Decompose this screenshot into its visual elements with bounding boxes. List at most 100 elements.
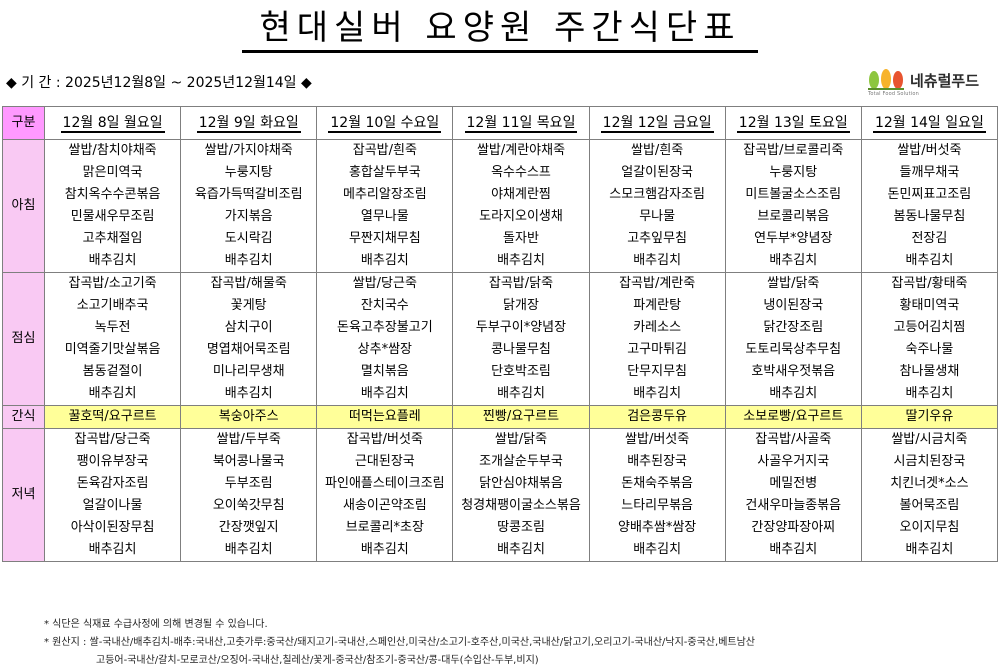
menu-cell: 아삭이된장무침 bbox=[43, 517, 182, 539]
menu-cell: 민물새우무조림 bbox=[43, 206, 182, 228]
menu-cell: 소고기배추국 bbox=[43, 295, 182, 317]
menu-cell: 파계란탕 bbox=[588, 295, 726, 317]
menu-cell: 열무나물 bbox=[316, 206, 454, 228]
menu-cell: 미나리무생채 bbox=[180, 361, 318, 383]
menu-cell: 무나물 bbox=[588, 206, 726, 228]
menu-cell: 배추김치 bbox=[180, 383, 318, 406]
menu-cell: 가지볶음 bbox=[180, 206, 318, 228]
menu-cell: 잡곡밥/해물죽 bbox=[180, 272, 318, 295]
logo-subtitle: Total Food Solution bbox=[868, 91, 920, 97]
menu-cell: 찐빵/요구르트 bbox=[452, 405, 590, 429]
menu-cell: 숙주나물 bbox=[860, 339, 999, 361]
menu-cell: 도라지오이생채 bbox=[452, 206, 590, 228]
menu-cell: 쌀밥/계란야채죽 bbox=[452, 139, 590, 162]
menu-cell: 배추김치 bbox=[588, 383, 726, 406]
menu-cell: 사골우거지국 bbox=[724, 451, 862, 473]
menu-cell: 잡곡밥/브로콜리죽 bbox=[724, 139, 862, 162]
menu-cell: 새송이곤약조림 bbox=[316, 495, 454, 517]
menu-cell: 누룽지탕 bbox=[724, 162, 862, 184]
day-header: 12월 12일 금요일 bbox=[588, 106, 726, 140]
menu-cell: 팽이유부장국 bbox=[43, 451, 182, 473]
menu-cell: 배추김치 bbox=[452, 539, 590, 562]
menu-cell: 딸기우유 bbox=[860, 405, 999, 429]
menu-cell: 꿀호떡/요구르트 bbox=[43, 405, 182, 429]
notes: * 식단은 식재료 수급사정에 의해 변경될 수 있습니다. * 원산지 : 쌀… bbox=[44, 616, 755, 670]
menu-cell: 잡곡밥/계란죽 bbox=[588, 272, 726, 295]
menu-cell: 배추김치 bbox=[724, 250, 862, 273]
section-label-breakfast: 아침 bbox=[2, 139, 45, 273]
note-origin-cont: 고등어-국내산/갈치-모로코산/오징어-국내산,칠레산/꽃게-중국산/참조기-중… bbox=[96, 655, 539, 666]
day-header: 12월 10일 수요일 bbox=[316, 106, 454, 140]
menu-cell: 파인애플스테이크조림 bbox=[316, 473, 454, 495]
menu-cell: 청경채팽이굴소스볶음 bbox=[452, 495, 590, 517]
menu-row: 돈육감자조림 두부조림 파인애플스테이크조림 닭안심야채볶음 돈채숙주볶음 메밀전병 치킨너… bbox=[3, 473, 999, 495]
menu-cell: 오이쑥갓무침 bbox=[180, 495, 318, 517]
menu-row: 팽이유부장국 북어콩나물국 근대된장국 조개살순두부국 배추된장국 사골우거지국 시금치된장… bbox=[3, 451, 999, 473]
menu-cell: 쌀밥/두부죽 bbox=[180, 428, 318, 451]
menu-cell: 소보로빵/요구르트 bbox=[724, 405, 862, 429]
menu-row: 미역줄기맛살볶음 명엽채어묵조림 상추*쌈장 콩나물무침 고구마튀김 도토리묵상추무침 숙주… bbox=[3, 339, 999, 361]
menu-cell: 배추김치 bbox=[860, 539, 999, 562]
menu-cell: 도시락김 bbox=[180, 228, 318, 250]
menu-cell: 황태미역국 bbox=[860, 295, 999, 317]
note-change: * 식단은 식재료 수급사정에 의해 변경될 수 있습니다. bbox=[44, 619, 268, 630]
menu-cell: 고추채절임 bbox=[43, 228, 182, 250]
menu-cell: 배추김치 bbox=[452, 250, 590, 273]
menu-cell: 쌀밥/버섯죽 bbox=[860, 139, 999, 162]
day-header: 12월 13일 토요일 bbox=[724, 106, 862, 140]
menu-row: 아삭이된장무침 간장깻잎지 브로콜리*초장 땅콩조림 양배추쌈*쌈장 간장양파장아찌 오이지… bbox=[3, 517, 999, 539]
menu-cell: 잡곡밥/황태죽 bbox=[860, 272, 999, 295]
menu-cell: 누룽지탕 bbox=[180, 162, 318, 184]
menu-cell: 배추김치 bbox=[43, 250, 182, 273]
menu-cell: 카레소스 bbox=[588, 317, 726, 339]
menu-cell: 얼갈이나물 bbox=[43, 495, 182, 517]
menu-cell: 꽃게탕 bbox=[180, 295, 318, 317]
menu-cell: 고추잎무침 bbox=[588, 228, 726, 250]
menu-row: 아침 쌀밥/참치야채죽 쌀밥/가지야채죽 잡곡밥/흰죽 쌀밥/계란야채죽 쌀밥/흰죽 잡곡밥… bbox=[2, 139, 999, 273]
menu-row: 녹두전 삼치구이 돈육고추장불고기 두부구이*양념장 카레소스 닭간장조림 고등어김치찜 bbox=[3, 317, 999, 339]
menu-cell: 잡곡밥/닭죽 bbox=[452, 272, 590, 295]
menu-cell: 배추김치 bbox=[43, 383, 182, 406]
menu-cell: 미역줄기맛살볶음 bbox=[43, 339, 182, 361]
menu-cell: 참나물생채 bbox=[860, 361, 999, 383]
menu-cell: 배추김치 bbox=[724, 539, 862, 562]
menu-cell: 삼치구이 bbox=[180, 317, 318, 339]
menu-cell: 배추김치 bbox=[724, 383, 862, 406]
title-wrap: 현대실버 요양원 주간식단표 bbox=[0, 8, 1000, 53]
menu-cell: 배추김치 bbox=[180, 539, 318, 562]
menu-cell: 브로콜리볶음 bbox=[724, 206, 862, 228]
menu-cell: 북어콩나물국 bbox=[180, 451, 318, 473]
menu-cell: 호박새우젓볶음 bbox=[724, 361, 862, 383]
menu-cell: 닭개장 bbox=[452, 295, 590, 317]
menu-cell: 간장깻잎지 bbox=[180, 517, 318, 539]
leaf-logo-icon bbox=[868, 69, 904, 90]
menu-cell: 두부조림 bbox=[180, 473, 318, 495]
menu-cell: 돌자반 bbox=[452, 228, 590, 250]
menu-cell: 잡곡밥/당근죽 bbox=[43, 428, 182, 451]
menu-row: 배추김치 배추김치 배추김치 배추김치 배추김치 배추김치 배추김치 bbox=[3, 383, 999, 406]
menu-cell: 홍합살두부국 bbox=[316, 162, 454, 184]
company-logo: 네츄럴푸드 Total Food Solution bbox=[866, 64, 990, 98]
menu-cell: 복숭아주스 bbox=[180, 405, 318, 429]
menu-cell: 배추김치 bbox=[316, 250, 454, 273]
menu-cell: 냉이된장국 bbox=[724, 295, 862, 317]
menu-cell: 봄동겉절이 bbox=[43, 361, 182, 383]
menu-cell: 건새우마늘종볶음 bbox=[724, 495, 862, 517]
menu-cell: 명엽채어묵조림 bbox=[180, 339, 318, 361]
menu-cell: 배추김치 bbox=[452, 383, 590, 406]
header-row: 구분 12월 8일 월요일 12월 9일 화요일 12월 10일 수요일 12월… bbox=[2, 106, 999, 140]
menu-row: 저녁 잡곡밥/당근죽 쌀밥/두부죽 잡곡밥/버섯죽 쌀밥/닭죽 쌀밥/버섯죽 잡곡밥/사골죽… bbox=[2, 428, 999, 562]
menu-cell: 쌀밥/버섯죽 bbox=[588, 428, 726, 451]
menu-cell: 상추*쌈장 bbox=[316, 339, 454, 361]
menu-cell: 땅콩조림 bbox=[452, 517, 590, 539]
menu-cell: 쌀밥/흰죽 bbox=[588, 139, 726, 162]
menu-cell: 배추된장국 bbox=[588, 451, 726, 473]
menu-cell: 콩나물무침 bbox=[452, 339, 590, 361]
menu-cell: 돈육감자조림 bbox=[43, 473, 182, 495]
menu-row: 점심 잡곡밥/소고기죽 잡곡밥/해물죽 쌀밥/당근죽 잡곡밥/닭죽 잡곡밥/계란죽 쌀밥/닭… bbox=[2, 272, 999, 406]
menu-cell: 단무지무침 bbox=[588, 361, 726, 383]
menu-cell: 도토리묵상추무침 bbox=[724, 339, 862, 361]
menu-row: 민물새우무조림 가지볶음 열무나물 도라지오이생채 무나물 브로콜리볶음 봄동나물무침 bbox=[3, 206, 999, 228]
menu-cell: 양배추쌈*쌈장 bbox=[588, 517, 726, 539]
menu-cell: 봄동나물무침 bbox=[860, 206, 999, 228]
